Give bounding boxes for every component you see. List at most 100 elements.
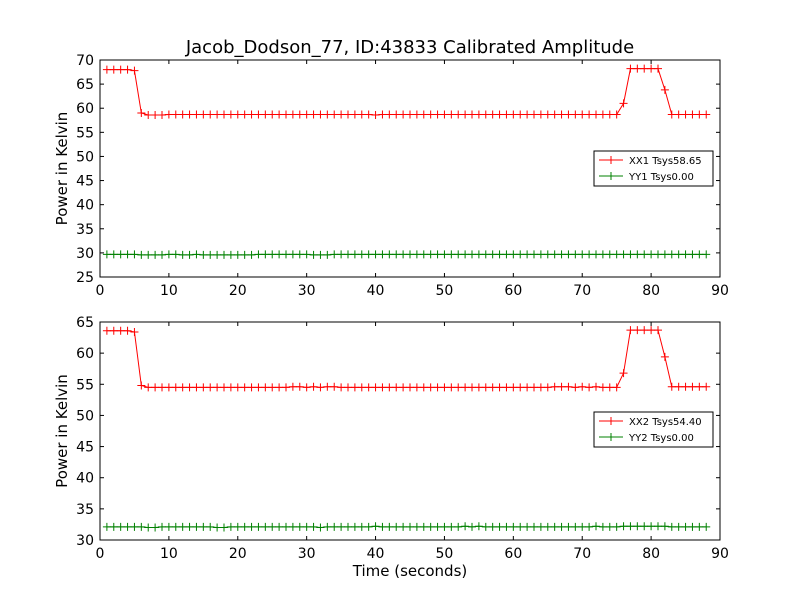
data-point-0-0-38 xyxy=(364,110,373,119)
y-tick-label-1-2: 40 xyxy=(76,471,94,487)
data-point-0-0-67 xyxy=(564,110,573,119)
data-point-0-0-76 xyxy=(626,64,635,73)
data-point-1-0-11 xyxy=(178,383,187,392)
data-point-1-1-71 xyxy=(592,522,600,531)
data-point-1-1-54 xyxy=(474,522,483,531)
data-point-1-1-34 xyxy=(337,522,346,531)
data-point-1-1-27 xyxy=(288,522,297,531)
data-point-1-0-27 xyxy=(288,382,297,391)
data-point-0-0-44 xyxy=(406,110,414,119)
data-point-1-1-16 xyxy=(213,523,222,532)
data-point-0-1-54 xyxy=(474,250,483,259)
y-tick-label-1-4: 50 xyxy=(76,408,94,424)
data-point-0-1-19 xyxy=(233,250,242,259)
data-point-0-1-71 xyxy=(592,250,600,259)
data-point-0-1-23 xyxy=(261,250,270,259)
data-point-0-1-11 xyxy=(178,250,187,259)
bottom-subplot: 0 10 20 30 40 50 60 70 80 90 30 35 40 45 50 55 60 65 Power… xyxy=(53,315,729,580)
data-point-1-0-38 xyxy=(364,383,373,392)
data-point-1-0-48 xyxy=(433,383,442,392)
data-point-1-0-52 xyxy=(461,383,470,392)
y-tick-label-1-0: 30 xyxy=(76,533,94,549)
data-point-1-0-67 xyxy=(564,382,573,391)
data-point-1-0-73 xyxy=(605,383,614,392)
data-point-1-0-84 xyxy=(681,382,690,391)
data-point-0-0-11 xyxy=(178,110,187,119)
x-tick-label-0-8: 80 xyxy=(642,283,660,299)
data-point-1-1-46 xyxy=(419,522,428,531)
data-point-1-1-65 xyxy=(550,522,559,531)
data-point-1-1-18 xyxy=(226,522,235,531)
data-point-0-1-44 xyxy=(406,250,414,259)
data-point-1-0-36 xyxy=(350,383,359,392)
data-point-1-0-31 xyxy=(316,383,325,392)
data-point-1-0-12 xyxy=(185,383,194,392)
data-point-1-0-83 xyxy=(674,382,683,391)
data-point-1-0-75 xyxy=(619,369,628,378)
y-tick-label-1-5: 55 xyxy=(76,377,94,393)
data-point-1-1-39 xyxy=(371,522,380,531)
data-point-0-1-30 xyxy=(309,250,318,259)
data-point-0-1-13 xyxy=(192,250,201,259)
legend-label-0-1: YY1 Tsys0.00 xyxy=(628,172,694,183)
x-tick-label-1-2: 20 xyxy=(229,546,247,562)
data-point-0-1-16 xyxy=(213,250,222,259)
data-point-1-0-14 xyxy=(199,383,208,392)
data-point-0-0-50 xyxy=(447,110,456,119)
data-point-0-0-13 xyxy=(192,110,201,119)
data-point-0-1-27 xyxy=(288,250,297,259)
data-point-0-1-42 xyxy=(392,250,401,259)
data-point-1-0-21 xyxy=(247,383,256,392)
data-point-1-1-69 xyxy=(578,522,587,531)
data-point-0-1-84 xyxy=(681,250,690,259)
data-point-1-1-2 xyxy=(116,522,125,531)
x-tick-label-1-6: 60 xyxy=(504,546,522,562)
data-point-0-1-63 xyxy=(536,250,545,259)
data-point-1-1-80 xyxy=(654,522,662,531)
data-point-0-0-80 xyxy=(654,64,662,73)
data-point-0-0-25 xyxy=(275,110,284,119)
data-point-1-1-38 xyxy=(364,522,373,531)
data-point-0-1-68 xyxy=(571,250,580,259)
data-point-1-1-11 xyxy=(178,522,187,531)
data-point-1-0-22 xyxy=(254,383,263,392)
data-point-1-0-20 xyxy=(240,383,249,392)
data-point-1-1-26 xyxy=(282,522,290,531)
data-point-0-1-7 xyxy=(151,250,160,259)
data-point-0-0-77 xyxy=(633,64,642,73)
data-point-0-0-16 xyxy=(213,110,222,119)
data-point-0-0-78 xyxy=(640,64,649,73)
legend-label-1-1: YY2 Tsys0.00 xyxy=(628,433,694,444)
data-point-1-1-28 xyxy=(295,522,304,531)
data-point-0-1-62 xyxy=(530,250,538,259)
data-point-0-1-75 xyxy=(619,250,628,259)
data-point-0-1-20 xyxy=(240,250,249,259)
data-point-1-1-15 xyxy=(206,522,215,531)
data-point-0-0-31 xyxy=(316,110,325,119)
data-point-0-0-0 xyxy=(102,65,111,74)
y-tick-label-0-6: 55 xyxy=(76,125,94,141)
data-point-1-0-9 xyxy=(164,383,173,392)
data-point-0-0-73 xyxy=(605,110,614,119)
data-point-1-1-36 xyxy=(350,522,359,531)
data-point-1-0-66 xyxy=(557,382,566,391)
data-point-1-0-17 xyxy=(220,383,228,392)
data-point-0-0-46 xyxy=(419,110,428,119)
data-point-0-0-23 xyxy=(261,110,270,119)
data-point-1-1-7 xyxy=(151,523,160,532)
data-point-1-0-55 xyxy=(481,383,490,392)
data-point-0-1-69 xyxy=(578,250,587,259)
data-point-1-0-32 xyxy=(323,382,332,391)
data-point-1-1-4 xyxy=(130,522,139,531)
data-point-1-0-39 xyxy=(371,383,380,392)
data-point-0-0-72 xyxy=(598,110,607,119)
data-point-1-0-37 xyxy=(357,383,366,392)
data-point-0-0-41 xyxy=(385,110,394,119)
data-point-0-1-28 xyxy=(295,250,304,259)
data-point-1-1-63 xyxy=(536,522,545,531)
y-tick-label-1-1: 35 xyxy=(76,502,94,518)
data-point-1-1-30 xyxy=(309,522,318,531)
data-point-1-0-25 xyxy=(275,383,284,392)
data-point-1-0-80 xyxy=(654,326,662,335)
data-point-1-1-13 xyxy=(192,522,201,531)
